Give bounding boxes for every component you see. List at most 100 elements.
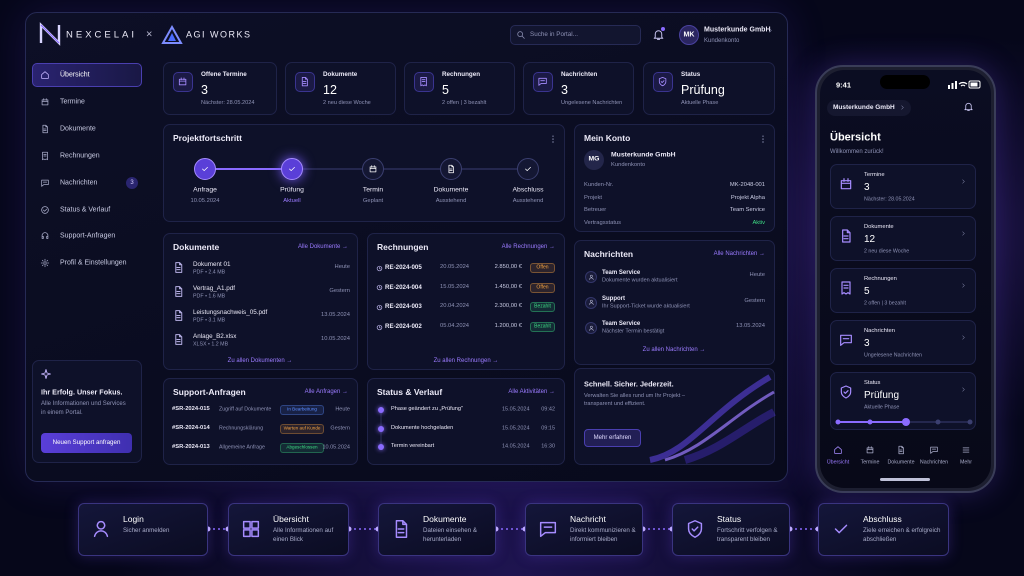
nav-label[interactable]: Status & Verlauf (60, 206, 111, 213)
icon (41, 98, 49, 106)
document-name[interactable]: Anlage_B2.xlsx (193, 332, 237, 340)
nav-label[interactable]: Termine (60, 98, 85, 106)
nav-label[interactable]: Rechnungen (60, 152, 100, 160)
timeline-dot (378, 425, 384, 432)
phone-progress-part (867, 419, 873, 425)
icon-shape (866, 446, 874, 454)
timeline-dot (378, 407, 384, 413)
status-pill (280, 424, 324, 434)
icon-shape (41, 232, 49, 240)
promo-button-label[interactable]: Neuen Support anfragen (52, 438, 121, 446)
history-time: 09:42 (541, 406, 555, 413)
phone-nav-label[interactable]: Mehr (959, 459, 973, 466)
invoice-date: 20.05.2024 (440, 264, 470, 271)
icon-shape (42, 151, 48, 160)
nav-item-active[interactable] (32, 63, 142, 87)
icon (962, 387, 965, 392)
phone-status-icons-part (968, 80, 981, 89)
icon-shape (834, 524, 848, 534)
icon-shape (841, 281, 851, 295)
document-meta: XLSX • 1.2 MB (193, 341, 229, 348)
panel-link[interactable]: Alle Aktivitäten → (508, 389, 555, 395)
phone-nav-label[interactable]: Übersicht (826, 459, 850, 466)
icon (202, 166, 208, 172)
nav-label[interactable]: Nachrichten (60, 179, 98, 187)
icon-shape (964, 102, 973, 112)
history-time: 09:15 (541, 424, 555, 431)
nav-label[interactable]: Profil & Einstellungen (60, 259, 127, 267)
ticket-status: Abgeschlossen (286, 444, 318, 450)
panel-footer-link[interactable]: Zu allen Dokumenten → (227, 358, 293, 364)
phone-account[interactable] (827, 100, 911, 116)
phone-nav-label[interactable]: Dokumente (887, 459, 915, 466)
icon (840, 385, 852, 399)
icon-shape (41, 179, 49, 187)
document-meta: PDF • 3.1 MB (193, 317, 226, 324)
progress-step (194, 158, 216, 180)
icon (41, 232, 49, 240)
invoice-id: RE-2024-005 (385, 263, 422, 271)
promo-button[interactable] (41, 433, 132, 453)
icon-shape (962, 387, 965, 392)
phone-card-sub: Ungelesene Nachrichten (864, 352, 923, 359)
badge-count: 3 (130, 179, 134, 186)
flow-step (525, 503, 643, 556)
icon (42, 124, 48, 133)
icon (41, 179, 49, 187)
panel (574, 124, 775, 232)
panel-link[interactable]: Alle Rechnungen → (501, 244, 555, 250)
icon (898, 445, 904, 455)
panel-footer-link[interactable]: Zu allen Rechnungen → (433, 358, 499, 364)
panel (367, 233, 565, 370)
promo-button[interactable] (584, 429, 641, 447)
search-box[interactable] (510, 25, 641, 45)
invoice-status: Bezahlt (534, 303, 551, 310)
panel-link[interactable]: Alle Dokumente → (297, 244, 348, 250)
stat-label: Rechnungen (442, 70, 481, 78)
flow-text: Ziele erreichen & erfolgreich abschließe… (863, 527, 941, 544)
phone-card[interactable] (830, 320, 976, 365)
nav-label[interactable]: Dokumente (60, 125, 96, 133)
invoice-status: Offen (536, 284, 549, 291)
document-name[interactable]: Leistungsnachweis_05.pdf (193, 308, 268, 316)
panel-footer-link[interactable]: Zu allen Nachrichten → (642, 347, 706, 353)
flow-title: Abschluss (863, 513, 902, 524)
panel-link[interactable]: Alle Anfragen → (304, 389, 348, 395)
phone-card[interactable] (830, 164, 976, 209)
message-from: Team Service (602, 321, 641, 327)
document-name[interactable]: Vertrag_A1.pdf (193, 284, 236, 292)
avatar[interactable] (679, 25, 699, 45)
phone-card[interactable] (830, 268, 976, 313)
ticket-id: #SR-2024-013 (172, 444, 210, 451)
panel-link[interactable]: Alle Nachrichten → (713, 251, 765, 257)
nav-label[interactable]: Support-Anfragen (60, 232, 116, 240)
promo-button-label[interactable]: Mehr erfahren (593, 435, 632, 441)
account-name: Musterkunde GmbH (611, 151, 676, 159)
icon-box (173, 72, 193, 92)
flow-title: Login (123, 513, 144, 524)
phone-nav-label[interactable]: Termine (860, 459, 880, 466)
icon-shape (538, 78, 548, 87)
message-date: Gestern (744, 297, 765, 304)
status-pill (530, 322, 555, 333)
icon-shape (175, 334, 183, 345)
notification-dot (661, 27, 665, 31)
document-date: Gestern (329, 288, 350, 295)
document-name[interactable]: Dokument 01 (193, 260, 231, 268)
phone-nav-label[interactable]: Nachrichten (919, 459, 949, 466)
step-label: Dokumente (433, 186, 469, 194)
icon-shape (242, 520, 260, 538)
flow-text: Alle Informationen auf einen Blick (273, 527, 334, 544)
icon-shape (962, 283, 965, 288)
invoice-id: RE-2024-002 (385, 322, 422, 330)
search-placeholder: Suche in Portal... (530, 30, 578, 38)
panel (163, 378, 358, 465)
nav-label[interactable]: Übersicht (60, 71, 90, 79)
flow-step (672, 503, 790, 556)
step-label: Prüfung (280, 186, 304, 194)
icon (376, 304, 383, 311)
phone-card[interactable] (830, 216, 976, 261)
stat-value: 5 (442, 82, 449, 97)
icon-shape (41, 71, 49, 79)
account-value: MK-2048-001 (729, 182, 765, 189)
